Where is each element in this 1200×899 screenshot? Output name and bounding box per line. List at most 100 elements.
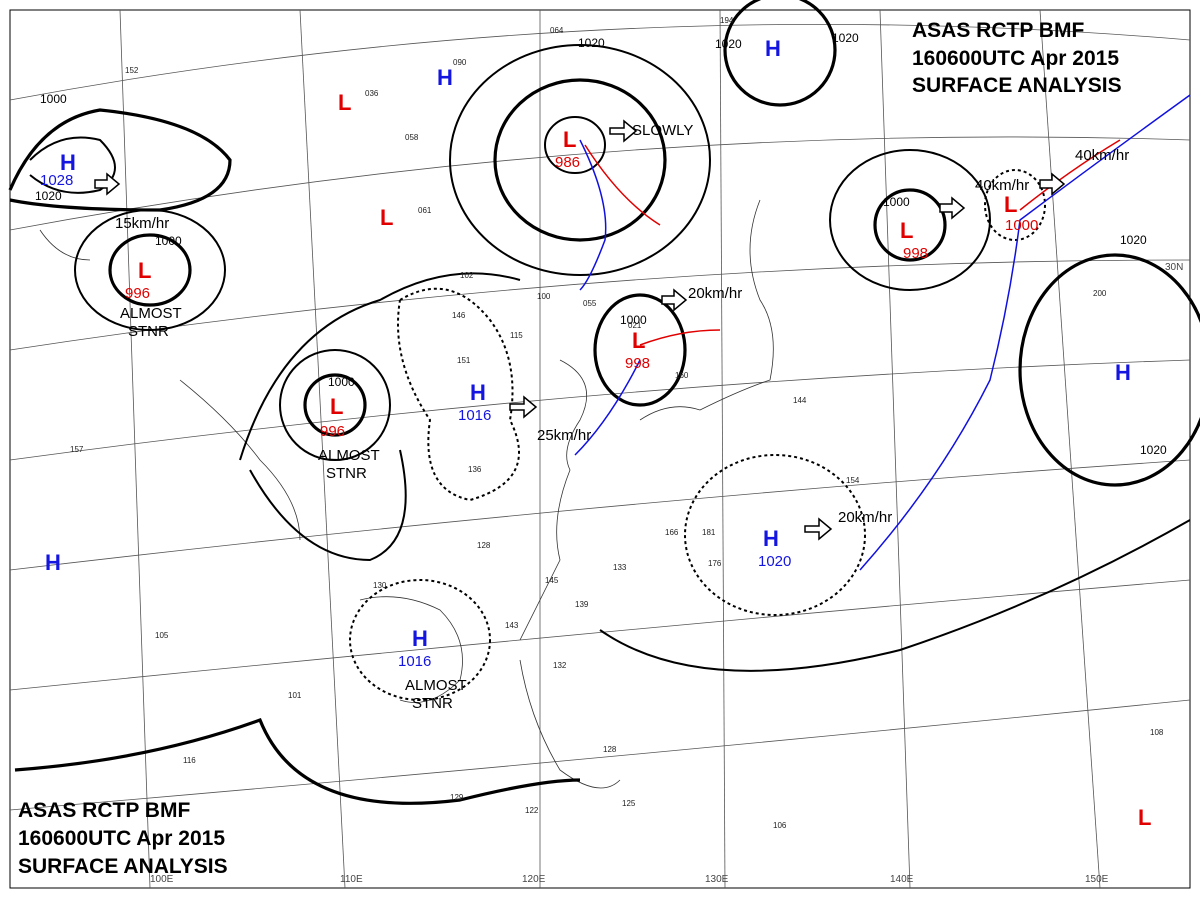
motion-note: ALMOST — [405, 677, 467, 694]
motion-note: 25km/hr — [537, 427, 591, 444]
h-pacific-pressure: 1020 — [758, 553, 791, 570]
motion-note-slowly: SLOWLY — [632, 122, 693, 139]
isobars — [8, 0, 1200, 805]
isobar-label: 1000 — [155, 234, 182, 248]
lon-label: 130E — [705, 874, 729, 885]
l-center-letter: L — [330, 394, 343, 419]
isobar-label: 1000 — [883, 195, 910, 209]
svg-text:064: 064 — [550, 26, 564, 35]
svg-text:176: 176 — [708, 559, 722, 568]
svg-text:108: 108 — [1150, 728, 1164, 737]
svg-text:090: 090 — [453, 58, 467, 67]
isobar-label: 1000 — [40, 92, 67, 106]
isobar-label: 1020 — [1140, 443, 1167, 457]
svg-text:166: 166 — [665, 528, 679, 537]
cold-front-center — [574, 359, 641, 456]
svg-text:136: 136 — [468, 465, 482, 474]
h-nnw-letter: H — [437, 65, 453, 90]
h-south-letter: H — [412, 626, 428, 651]
motion-note: 20km/hr — [688, 285, 742, 302]
lon-label: 100E — [150, 874, 174, 885]
svg-text:061: 061 — [418, 206, 432, 215]
l-korea-letter: L — [632, 328, 645, 353]
warm-front-north — [584, 144, 661, 226]
svg-text:146: 146 — [452, 311, 466, 320]
motion-note: 20km/hr — [838, 509, 892, 526]
l-north2-letter: L — [380, 205, 393, 230]
motion-note: 15km/hr — [115, 215, 169, 232]
coastlines — [39, 199, 774, 789]
h-west-pressure: 1028 — [40, 172, 73, 189]
isobar-label: 1000 — [328, 375, 355, 389]
svg-text:129: 129 — [450, 793, 464, 802]
l-north-pressure: 986 — [555, 154, 580, 171]
svg-text:157: 157 — [70, 445, 84, 454]
svg-text:200: 200 — [1093, 289, 1107, 298]
h-west-letter: H — [60, 150, 76, 175]
svg-text:122: 122 — [525, 806, 539, 815]
svg-text:105: 105 — [155, 631, 169, 640]
svg-text:106: 106 — [773, 821, 787, 830]
motion-note: 40km/hr — [975, 177, 1029, 194]
h-east-letter: H — [1115, 360, 1131, 385]
title-top-line-2: 160600UTC Apr 2015 — [912, 47, 1119, 70]
svg-text:143: 143 — [505, 621, 519, 630]
svg-text:132: 132 — [553, 661, 567, 670]
l-korea-pressure: 998 — [625, 355, 650, 372]
svg-text:128: 128 — [477, 541, 491, 550]
isobar-label: 1000 — [620, 313, 647, 327]
svg-text:125: 125 — [622, 799, 636, 808]
isobar-label: 1020 — [1120, 233, 1147, 247]
svg-text:160: 160 — [675, 371, 689, 380]
svg-text:154: 154 — [846, 476, 860, 485]
svg-text:152: 152 — [125, 66, 139, 75]
l-north-letter: L — [563, 127, 576, 152]
graticule — [9, 9, 1191, 889]
lon-label: 150E — [1085, 874, 1109, 885]
isobar-label: 1020 — [832, 31, 859, 45]
title-bottom-line-1: ASAS RCTP BMF — [18, 799, 190, 822]
l-northeast-letter: L — [900, 218, 913, 243]
motion-note: STNR — [326, 465, 367, 482]
lon-label: 120E — [522, 874, 546, 885]
svg-text:133: 133 — [613, 563, 627, 572]
svg-text:144: 144 — [793, 396, 807, 405]
lat-label: 30N — [1165, 262, 1183, 273]
l-se-letter: L — [1138, 805, 1151, 830]
h-south-pressure: 1016 — [398, 653, 431, 670]
svg-text:036: 036 — [365, 89, 379, 98]
h-pacific-letter: H — [763, 526, 779, 551]
svg-text:194: 194 — [720, 16, 734, 25]
svg-text:151: 151 — [457, 356, 471, 365]
motion-note: ALMOST — [120, 305, 182, 322]
title-top: ASAS RCTP BMF 160600UTC Apr 2015 SURFACE… — [912, 19, 1122, 97]
cold-front-main — [859, 94, 1191, 571]
svg-text:101: 101 — [288, 691, 302, 700]
title-bottom: ASAS RCTP BMF 160600UTC Apr 2015 SURFACE… — [18, 799, 228, 878]
h-far-west-letter: H — [45, 550, 61, 575]
svg-text:055: 055 — [583, 299, 597, 308]
svg-text:115: 115 — [510, 331, 523, 340]
h-north-letter: H — [765, 36, 781, 61]
l-east-letter: L — [1004, 192, 1017, 217]
title-top-line-3: SURFACE ANALYSIS — [912, 74, 1122, 97]
h-center-letter: H — [470, 380, 486, 405]
motion-note: STNR — [128, 323, 169, 340]
motion-note: 40km/hr — [1075, 147, 1129, 164]
svg-text:145: 145 — [545, 576, 559, 585]
isobar-label: 1020 — [578, 36, 605, 50]
motion-note: ALMOST — [318, 447, 380, 464]
svg-text:058: 058 — [405, 133, 419, 142]
svg-text:100: 100 — [537, 292, 551, 301]
motion-note: STNR — [412, 695, 453, 712]
cold-front-north — [579, 139, 607, 291]
l-nw-letter: L — [338, 90, 351, 115]
warm-front-center — [639, 329, 721, 346]
title-bottom-line-2: 160600UTC Apr 2015 — [18, 827, 225, 850]
warm-front-east — [1019, 139, 1121, 211]
l-west-letter: L — [138, 258, 151, 283]
l-west-pressure: 996 — [125, 285, 150, 302]
station-values: 064 152 036 090 061 058 102 146 151 136 … — [70, 16, 1164, 830]
map-frame — [9, 9, 1191, 889]
